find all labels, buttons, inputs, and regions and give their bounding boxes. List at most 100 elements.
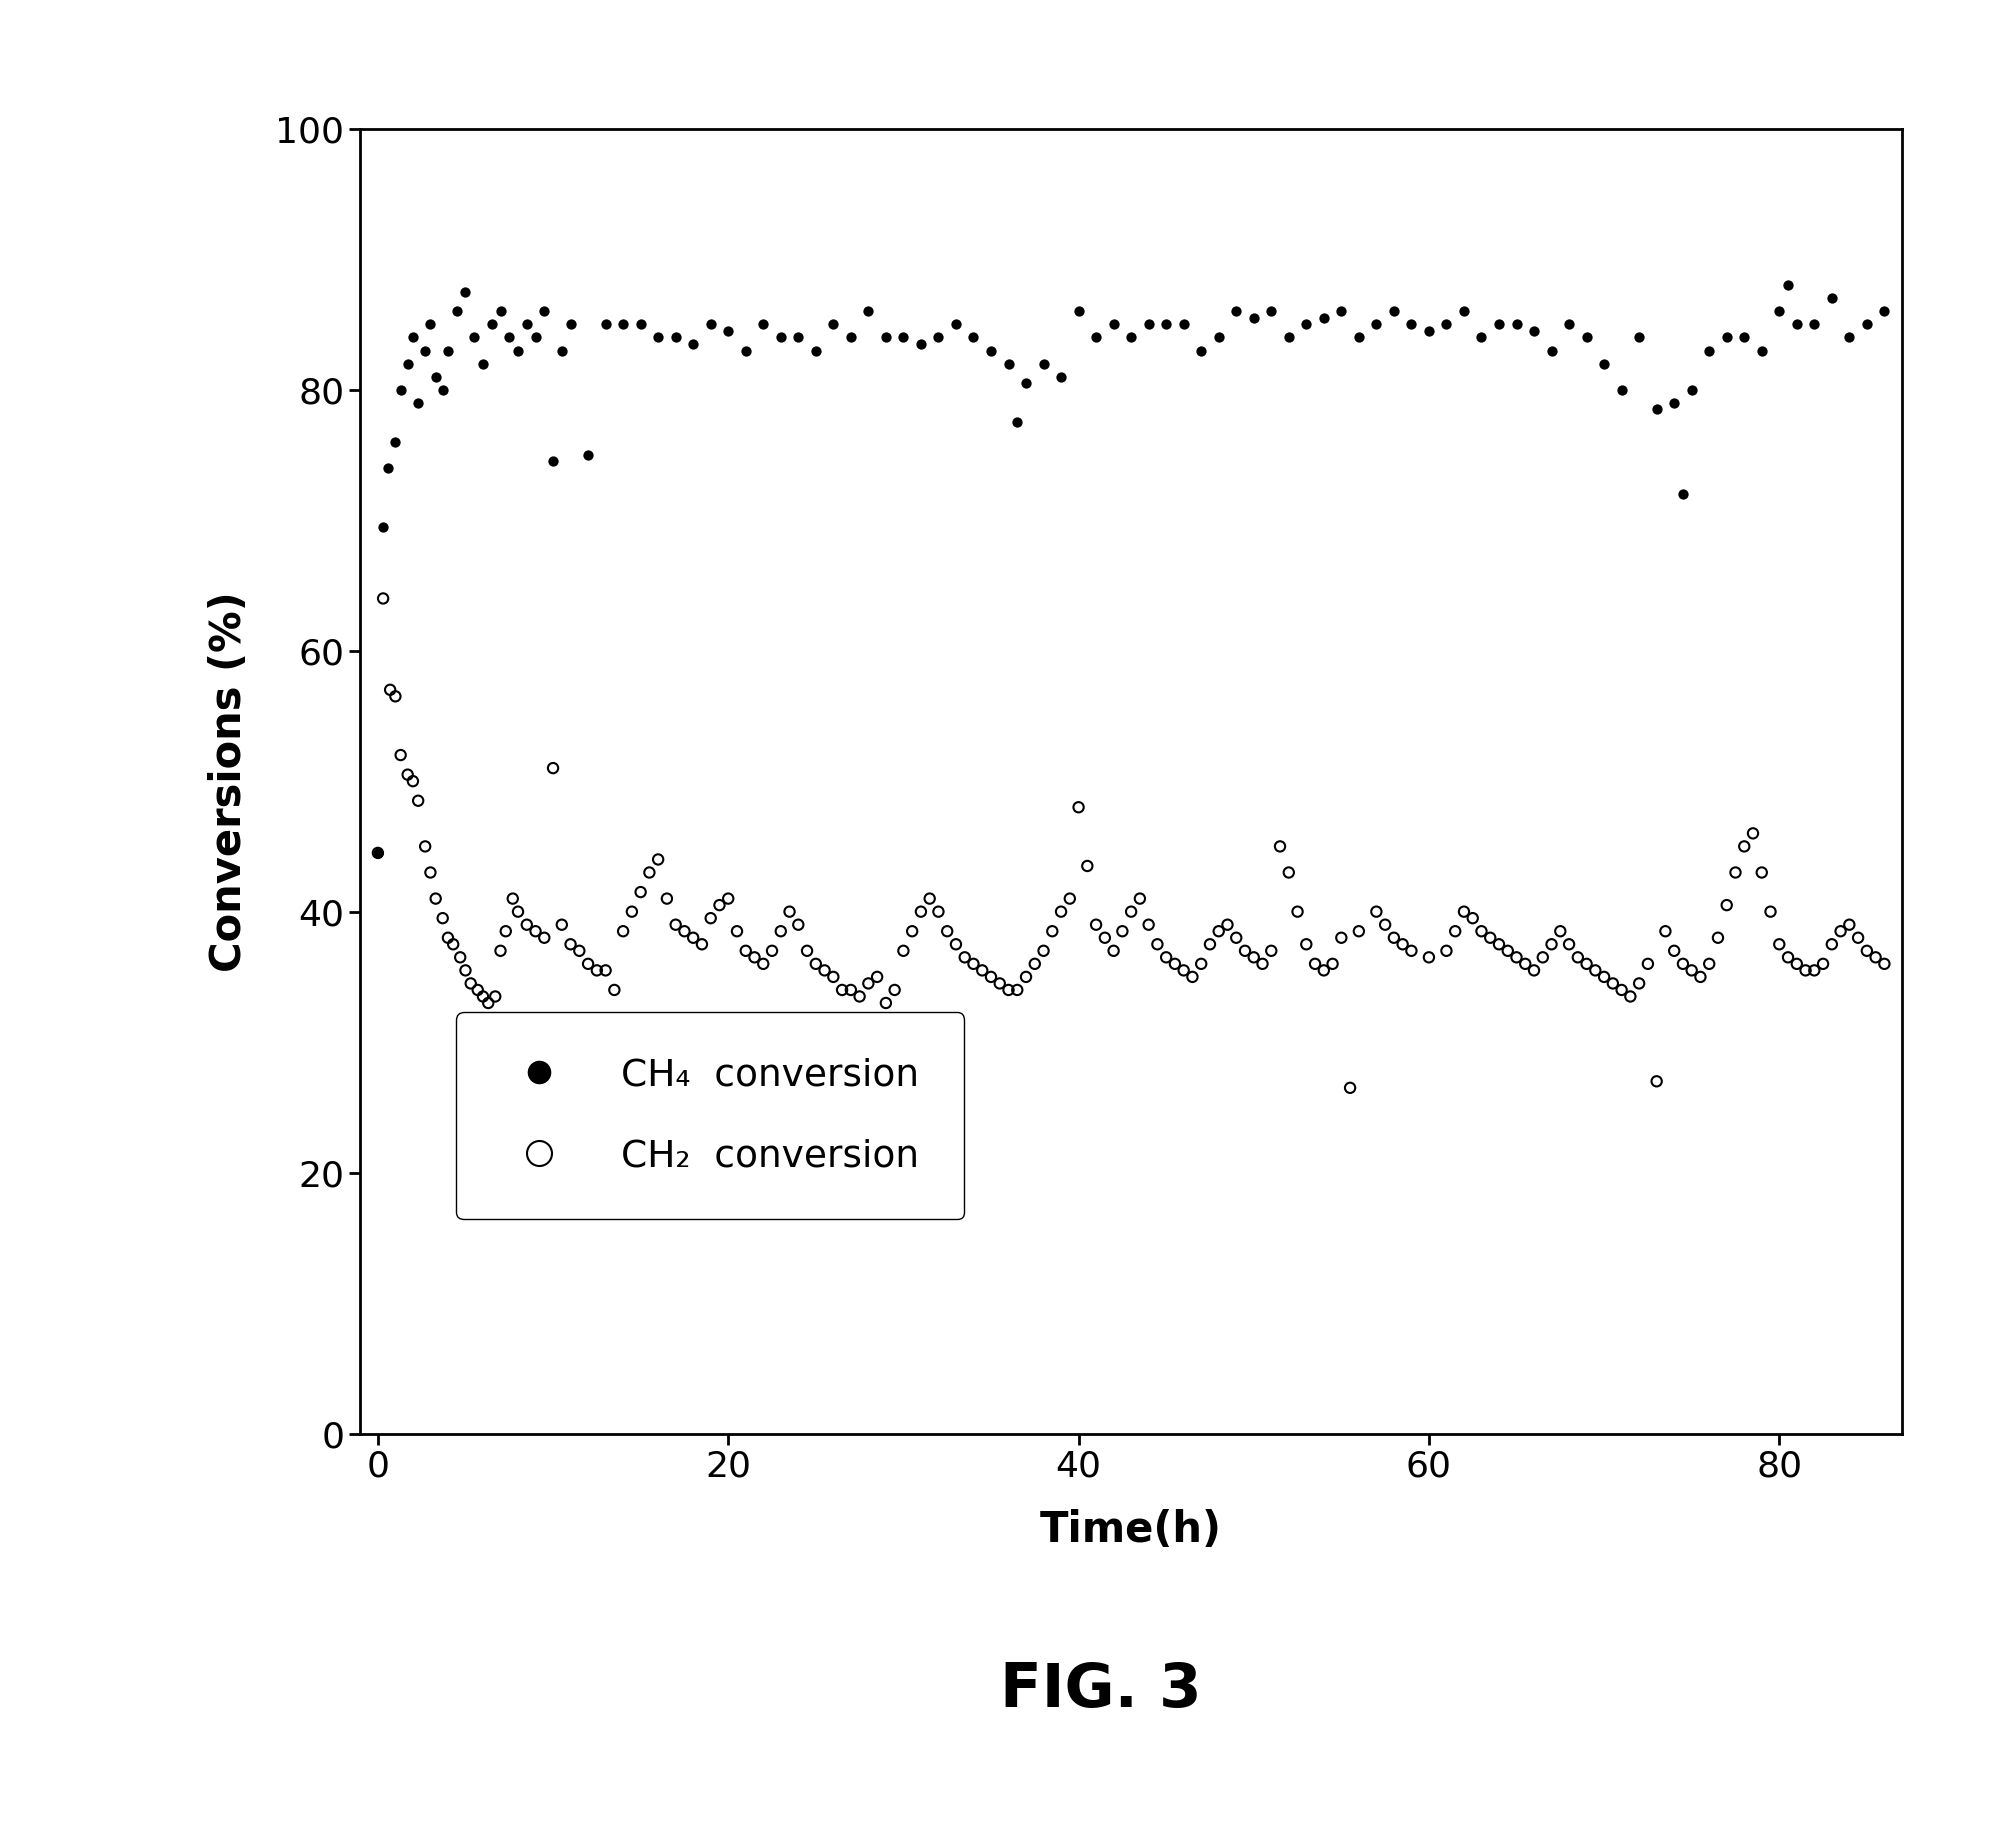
Legend: CH₄  conversion, CH₂  conversion: CH₄ conversion, CH₂ conversion [456, 1013, 965, 1219]
Point [1151, 309, 1183, 338]
Point [1159, 948, 1191, 978]
Point [436, 930, 468, 959]
Point [1413, 316, 1445, 346]
Point [1598, 969, 1630, 998]
Point [1429, 309, 1461, 338]
Point [1554, 930, 1586, 959]
Point [1738, 818, 1770, 847]
Point [581, 956, 613, 985]
Point [362, 838, 394, 868]
Point [1107, 917, 1139, 947]
Point [573, 439, 605, 469]
Point [402, 388, 434, 417]
Point [1001, 408, 1033, 437]
Point [1710, 323, 1742, 353]
Point [555, 930, 587, 959]
Point [1011, 368, 1043, 397]
Point [362, 838, 394, 868]
Point [801, 948, 833, 978]
Point [1772, 270, 1804, 300]
Point [1624, 323, 1656, 353]
Point [547, 336, 579, 366]
Point [905, 897, 937, 926]
Point [1203, 323, 1235, 353]
Point [1684, 963, 1716, 993]
Point [1544, 917, 1576, 947]
Point [773, 897, 805, 926]
Point [1361, 309, 1393, 338]
Point [1502, 943, 1534, 972]
Point [378, 682, 412, 711]
Point [537, 447, 569, 476]
Point [1852, 309, 1884, 338]
Point [1167, 956, 1199, 985]
Point [1097, 936, 1129, 965]
Point [941, 309, 973, 338]
Point [659, 910, 693, 939]
Point [1842, 923, 1874, 952]
Point [1483, 309, 1516, 338]
Point [1343, 323, 1375, 353]
Point [695, 904, 727, 934]
Point [496, 884, 529, 913]
Point [1395, 309, 1427, 338]
Point [765, 323, 797, 353]
Point [1798, 309, 1830, 338]
Point [1237, 303, 1269, 333]
Point [503, 897, 535, 926]
Point [1011, 963, 1043, 993]
Point [783, 910, 815, 939]
Point [432, 923, 464, 952]
Point [607, 309, 639, 338]
Point [384, 741, 416, 770]
Point [1325, 296, 1357, 325]
Point [1465, 323, 1497, 353]
Point [529, 296, 561, 325]
Point [1053, 884, 1085, 913]
Point [1702, 923, 1734, 952]
Point [1720, 858, 1752, 888]
Point [879, 976, 911, 1005]
Point [484, 296, 517, 325]
Point [378, 426, 412, 456]
Point [426, 375, 458, 404]
Point [1710, 890, 1742, 919]
Point [1037, 917, 1069, 947]
Point [466, 349, 498, 379]
Point [1588, 963, 1620, 993]
Point [1518, 316, 1550, 346]
Point [957, 948, 989, 978]
Point [1536, 336, 1568, 366]
Point [408, 831, 440, 860]
Point [731, 336, 763, 366]
Point [1317, 948, 1349, 978]
Point [1868, 296, 1900, 325]
Point [1081, 910, 1113, 939]
Point [703, 890, 735, 919]
Point [913, 884, 945, 913]
Point [607, 917, 639, 947]
Point [835, 323, 867, 353]
Point [1097, 309, 1129, 338]
Point [1624, 969, 1656, 998]
Point [589, 309, 621, 338]
Point [1642, 395, 1674, 425]
Point [1447, 897, 1479, 926]
Point [1255, 936, 1287, 965]
Point [1694, 948, 1726, 978]
Point [1447, 296, 1479, 325]
Point [1483, 930, 1516, 959]
Point [853, 969, 885, 998]
Point [1658, 388, 1690, 417]
Point [1027, 349, 1059, 379]
Point [1299, 948, 1331, 978]
Point [1141, 930, 1173, 959]
Point [1614, 981, 1646, 1011]
Point [466, 981, 498, 1011]
Point [869, 323, 901, 353]
Point [1115, 323, 1147, 353]
Point [669, 917, 701, 947]
Point [721, 917, 753, 947]
Point [414, 309, 446, 338]
Point [1027, 936, 1059, 965]
